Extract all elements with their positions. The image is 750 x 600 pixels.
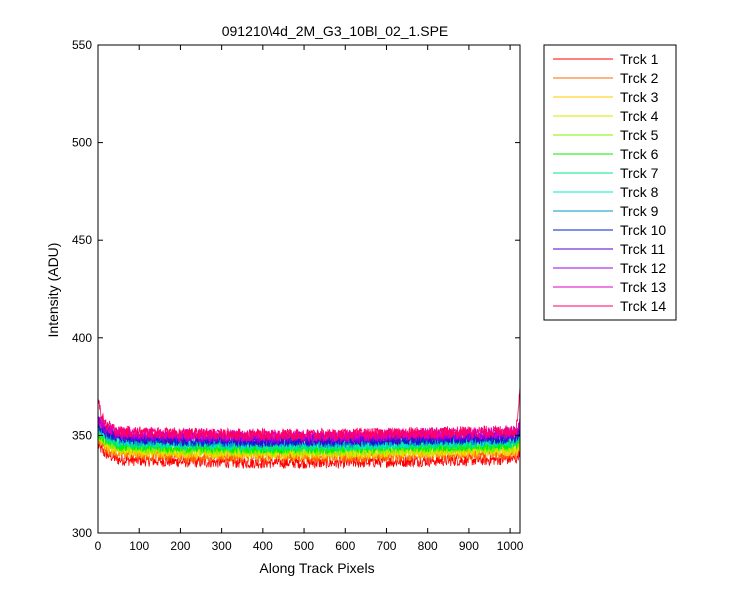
legend-label: Trck 2 <box>620 70 659 86</box>
x-tick-label: 400 <box>253 539 273 553</box>
legend-label: Trck 14 <box>620 298 666 314</box>
x-tick-label: 300 <box>212 539 232 553</box>
legend-label: Trck 11 <box>620 241 665 257</box>
series-line-trck-2 <box>98 434 521 464</box>
x-axis-label: Along Track Pixels <box>259 560 374 576</box>
legend-label: Trck 6 <box>620 146 659 162</box>
y-tick-label: 300 <box>72 526 92 540</box>
plot-border <box>97 44 521 534</box>
x-tick-label: 500 <box>294 539 314 553</box>
x-axis-ticks: 0 100 200 300 400 500 600 700 800 900 1000 <box>95 45 524 553</box>
chart-title: 091210\4d_2M_G3_10Bl_02_1.SPE <box>222 23 449 39</box>
x-tick-label: 900 <box>459 539 479 553</box>
series-layer <box>98 385 521 470</box>
y-tick-label: 450 <box>72 233 92 247</box>
legend-label: Trck 10 <box>620 222 666 238</box>
legend-label: Trck 7 <box>620 165 659 181</box>
y-tick-label: 400 <box>72 331 92 345</box>
x-tick-label: 0 <box>95 539 102 553</box>
x-tick-label: 200 <box>170 539 190 553</box>
x-tick-label: 100 <box>129 539 149 553</box>
x-tick-label: 700 <box>376 539 396 553</box>
legend-label: Trck 9 <box>620 203 659 219</box>
legend-label: Trck 1 <box>620 51 659 67</box>
x-tick-label: 1000 <box>497 539 524 553</box>
legend-label: Trck 8 <box>620 184 659 200</box>
legend: Trck 1 Trck 2 Trck 3 Trck 4 Trck 5 Trck 6 Trck… <box>543 44 677 321</box>
y-tick-label: 550 <box>72 38 92 52</box>
legend-label: Trck 12 <box>620 260 666 276</box>
legend-label: Trck 3 <box>620 89 659 105</box>
legend-label: Trck 4 <box>620 108 659 124</box>
x-tick-label: 800 <box>418 539 438 553</box>
y-axis-label: Intensity (ADU) <box>45 243 61 338</box>
legend-box <box>543 44 677 321</box>
legend-label: Trck 13 <box>620 279 666 295</box>
legend-label: Trck 5 <box>620 127 659 143</box>
y-axis-ticks: 300 350 400 450 500 550 <box>72 38 520 540</box>
series-line-trck-14 <box>98 385 521 442</box>
x-tick-label: 600 <box>335 539 355 553</box>
y-tick-label: 350 <box>72 428 92 442</box>
y-tick-label: 500 <box>72 136 92 150</box>
